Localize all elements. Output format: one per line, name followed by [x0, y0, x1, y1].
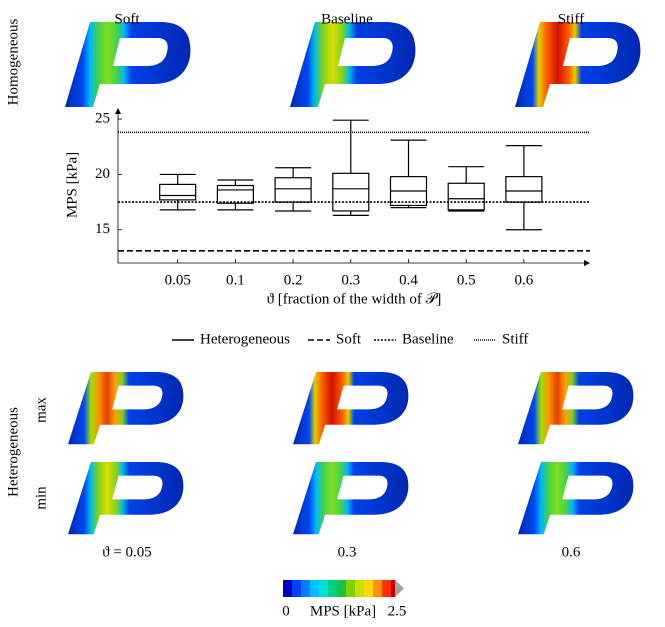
heterogeneous-images — [68, 372, 634, 535]
legend-label: Baseline — [402, 331, 454, 347]
mesh-image — [518, 462, 634, 535]
column-label: Baseline — [321, 11, 373, 27]
x-tick-label: 0.2 — [284, 272, 303, 288]
column-label: Stiff — [558, 11, 584, 27]
row-label: max — [33, 397, 49, 423]
colorbar-step — [355, 580, 364, 597]
colorbar-step — [337, 580, 346, 597]
mesh-image — [515, 22, 641, 107]
box — [447, 182, 485, 211]
box — [159, 183, 197, 201]
row-group-label: Heterogeneous — [5, 407, 21, 497]
legend-label: Heterogeneous — [200, 331, 290, 347]
colorbar-step — [292, 580, 301, 597]
homogeneous-images — [65, 22, 641, 107]
x-tick-label: 0.3 — [341, 272, 360, 288]
colorbar-step — [310, 580, 319, 597]
column-label: 0.3 — [338, 544, 357, 560]
colorbar-step — [391, 580, 395, 597]
x-tick-label: 0.5 — [457, 272, 476, 288]
x-tick-label: 0.1 — [226, 272, 245, 288]
colorbar-arrow — [395, 580, 404, 597]
legend-label: Soft — [336, 331, 362, 347]
mesh-image — [293, 462, 409, 535]
row-group-label: Homogeneous — [5, 19, 21, 106]
colorbar-step — [319, 580, 328, 597]
mesh-image — [68, 372, 184, 445]
mesh-image — [65, 22, 191, 107]
column-label: Soft — [114, 11, 140, 27]
mesh-image — [290, 22, 416, 107]
colorbar-step — [382, 580, 391, 597]
y-tick-label: 25 — [95, 111, 110, 127]
x-tick-label: 0.4 — [399, 272, 418, 288]
y-axis-label: MPS [kPa] — [64, 152, 80, 218]
mesh-image — [518, 372, 634, 445]
mesh-image — [293, 372, 409, 445]
column-label: 0.6 — [562, 544, 581, 560]
y-tick-label: 15 — [95, 221, 110, 237]
axis-arrow — [584, 260, 590, 266]
axis-arrow — [115, 108, 121, 114]
colorbar-label: MPS [kPa] — [310, 603, 376, 619]
colorbar-step — [373, 580, 382, 597]
column-label: ϑ = 0.05 — [102, 544, 152, 560]
legend-label: Stiff — [502, 331, 528, 347]
colorbar: MPS [kPa] — [283, 580, 404, 619]
box — [274, 177, 312, 203]
x-tick-label: 0.6 — [515, 272, 534, 288]
x-axis-label: ϑ [fraction of the width of 𝒫] — [267, 291, 442, 307]
box — [505, 176, 543, 203]
colorbar-step — [301, 580, 310, 597]
row-label: min — [33, 486, 49, 510]
box — [332, 172, 370, 212]
colorbar-step — [364, 580, 373, 597]
colorbar-step — [346, 580, 355, 597]
colorbar-step — [283, 580, 292, 597]
y-tick-label: 20 — [95, 166, 110, 182]
colorbar-tick-label: 2.5 — [388, 603, 407, 619]
x-tick-label: 0.05 — [165, 272, 191, 288]
colorbar-tick-label: 0 — [282, 603, 290, 619]
mesh-image — [68, 462, 184, 535]
box — [216, 184, 254, 204]
colorbar-step — [328, 580, 337, 597]
